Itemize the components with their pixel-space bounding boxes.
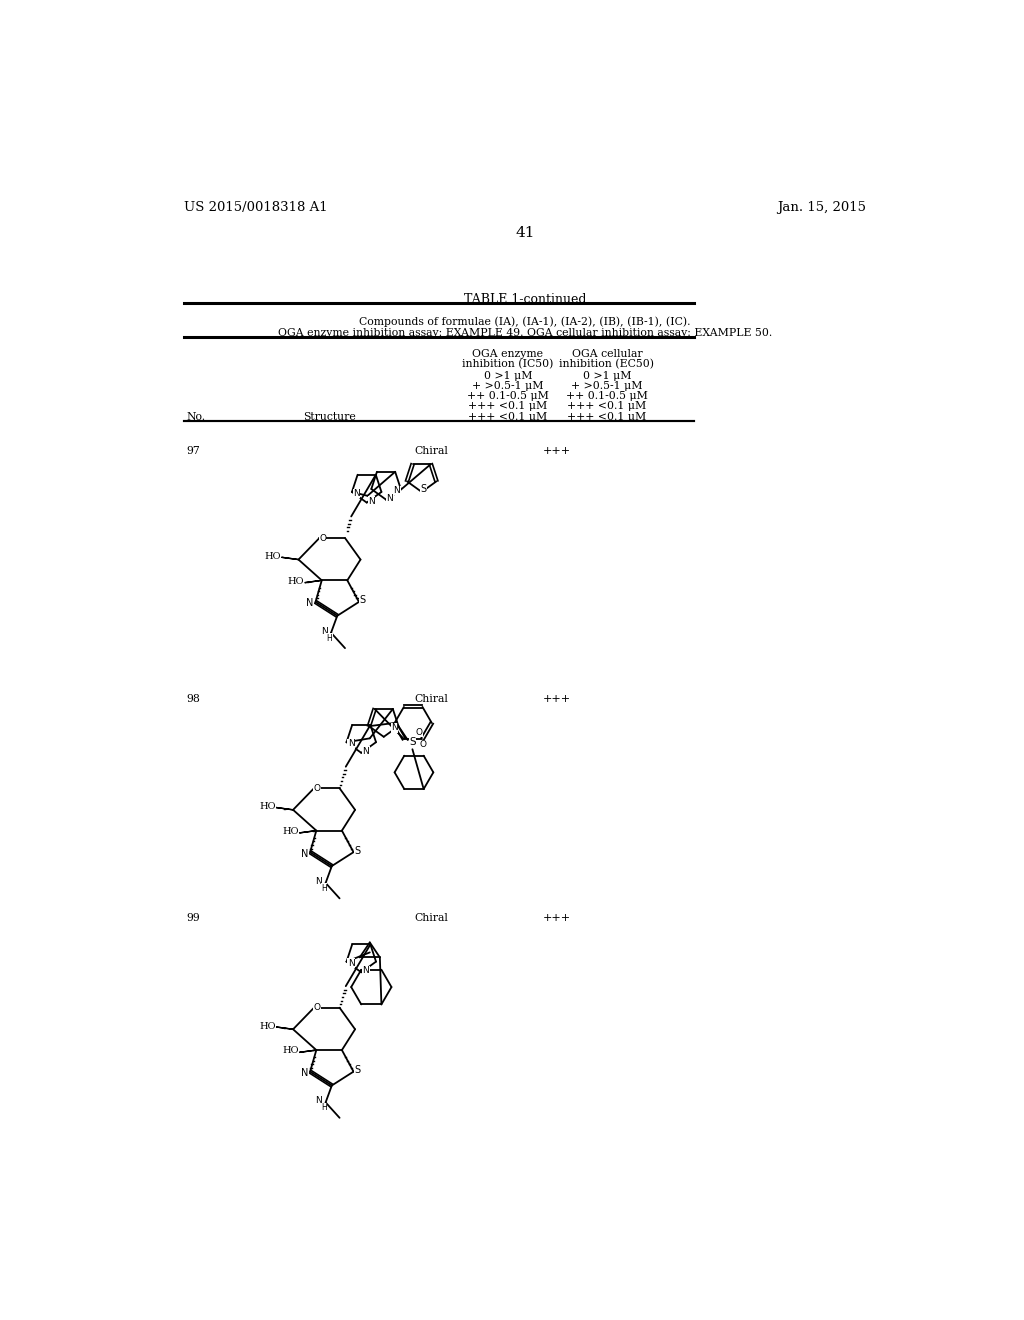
Text: H: H: [322, 1104, 327, 1113]
Text: N: N: [306, 598, 313, 609]
Text: N: N: [348, 739, 354, 748]
Text: HO: HO: [259, 1022, 275, 1031]
Text: ++ 0.1-0.5 μM: ++ 0.1-0.5 μM: [467, 391, 549, 401]
Text: O: O: [313, 1003, 321, 1012]
Text: HO: HO: [283, 826, 299, 836]
Text: US 2015/0018318 A1: US 2015/0018318 A1: [183, 201, 328, 214]
Text: 0 >1 μM: 0 >1 μM: [583, 371, 631, 381]
Text: O: O: [313, 784, 321, 793]
Text: N: N: [362, 747, 370, 756]
Text: S: S: [354, 1065, 360, 1074]
Polygon shape: [276, 1027, 293, 1030]
Text: HO: HO: [283, 1047, 299, 1055]
Text: S: S: [359, 595, 366, 606]
Text: inhibition (IC50): inhibition (IC50): [462, 359, 553, 370]
Text: +++ <0.1 μM: +++ <0.1 μM: [468, 412, 548, 421]
Text: S: S: [420, 484, 426, 494]
Text: N: N: [391, 723, 398, 733]
Text: Compounds of formulae (IA), (IA-1), (IA-2), (IB), (IB-1), (IC).: Compounds of formulae (IA), (IA-1), (IA-…: [359, 317, 690, 327]
Text: HO: HO: [259, 803, 275, 810]
Text: 0 >1 μM: 0 >1 μM: [483, 371, 532, 381]
Text: +++ <0.1 μM: +++ <0.1 μM: [567, 412, 646, 421]
Text: +++: +++: [543, 913, 570, 923]
Text: N: N: [368, 496, 375, 506]
Text: N: N: [348, 958, 354, 968]
Text: N: N: [315, 1097, 322, 1105]
Text: N: N: [353, 488, 360, 498]
Polygon shape: [276, 808, 293, 810]
Text: inhibition (EC50): inhibition (EC50): [559, 359, 654, 370]
Text: N: N: [301, 849, 308, 859]
Polygon shape: [305, 581, 322, 582]
Text: HO: HO: [264, 552, 281, 561]
Text: +++ <0.1 μM: +++ <0.1 μM: [567, 401, 646, 411]
Text: TABLE 1-continued: TABLE 1-continued: [464, 293, 586, 306]
Text: Structure: Structure: [303, 412, 356, 421]
Text: H: H: [327, 634, 333, 643]
Text: N: N: [301, 1068, 308, 1078]
Text: 99: 99: [186, 913, 200, 923]
Text: 97: 97: [186, 446, 200, 455]
Text: Chiral: Chiral: [415, 693, 449, 704]
Text: No.: No.: [186, 412, 205, 421]
Text: 41: 41: [515, 226, 535, 240]
Text: N: N: [321, 627, 328, 636]
Text: S: S: [410, 737, 416, 747]
Polygon shape: [282, 557, 299, 560]
Text: 98: 98: [186, 693, 200, 704]
Text: N: N: [362, 966, 370, 975]
Text: S: S: [354, 846, 360, 855]
Text: Chiral: Chiral: [415, 913, 449, 923]
Text: +++ <0.1 μM: +++ <0.1 μM: [468, 401, 548, 411]
Text: Jan. 15, 2015: Jan. 15, 2015: [777, 201, 866, 214]
Text: OGA cellular: OGA cellular: [571, 350, 642, 359]
Polygon shape: [299, 830, 316, 833]
Text: ++ 0.1-0.5 μM: ++ 0.1-0.5 μM: [566, 391, 648, 401]
Text: O: O: [415, 727, 422, 737]
Text: N: N: [315, 876, 322, 886]
Text: H: H: [322, 884, 327, 892]
Text: + >0.5-1 μM: + >0.5-1 μM: [472, 381, 544, 391]
Text: + >0.5-1 μM: + >0.5-1 μM: [571, 381, 643, 391]
Polygon shape: [299, 1051, 316, 1052]
Text: +++: +++: [543, 693, 570, 704]
Text: O: O: [319, 533, 326, 543]
Text: +++: +++: [543, 446, 570, 455]
Text: OGA enzyme: OGA enzyme: [472, 350, 544, 359]
Text: N: N: [393, 486, 400, 495]
Text: OGA enzyme inhibition assay: EXAMPLE 49. OGA cellular inhibition assay: EXAMPLE : OGA enzyme inhibition assay: EXAMPLE 49.…: [278, 327, 772, 338]
Text: N: N: [386, 494, 393, 503]
Text: HO: HO: [288, 577, 304, 586]
Text: Chiral: Chiral: [415, 446, 449, 455]
Text: O: O: [420, 741, 427, 750]
